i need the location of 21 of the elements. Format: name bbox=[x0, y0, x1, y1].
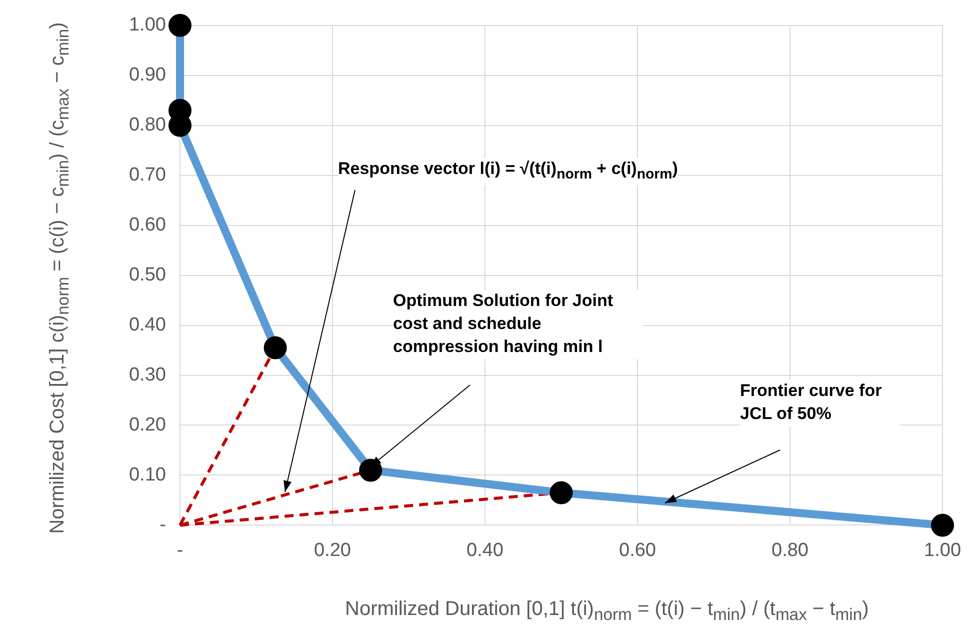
y-tick-label: 0.90 bbox=[128, 64, 166, 86]
y-tick-label: - bbox=[160, 514, 166, 536]
annotation: Frontier curve for JCL of 50% bbox=[740, 380, 900, 426]
y-tick-label: 0.10 bbox=[128, 464, 166, 486]
annotation: Response vector l(i) = √(t(i)$_{norm}$ + c(i)$_{norm}$) bbox=[338, 158, 678, 185]
y-tick-label: 0.80 bbox=[128, 114, 166, 136]
text: Normilized Duration [0,1] t(i)$_{norm}$ = (t(i) − t$_{min}$) / (t$_{max}$ − t$_{min}$) bbox=[345, 598, 869, 624]
annotation: Optimum Solution for Joint cost and schedule compression having min l bbox=[393, 290, 643, 359]
x-tick-label: 0.40 bbox=[466, 540, 504, 561]
x-tick-label: 1.00 bbox=[924, 540, 961, 561]
x-tick-label: - bbox=[176, 540, 184, 561]
y-tick-label: 0.40 bbox=[128, 314, 166, 336]
y-tick-label: 0.20 bbox=[128, 414, 166, 436]
x-tick-label: 0.80 bbox=[772, 540, 808, 561]
x-tick-label: 0.60 bbox=[619, 540, 656, 561]
y-tick-label: 0.60 bbox=[128, 214, 166, 236]
y-tick-label: 0.50 bbox=[128, 264, 166, 286]
y-tick-label: 0.30 bbox=[128, 364, 166, 386]
y-tick-label: 0.70 bbox=[128, 164, 166, 186]
y-tick-label: 1.00 bbox=[128, 14, 166, 36]
x-tick-label: 0.20 bbox=[314, 540, 351, 561]
